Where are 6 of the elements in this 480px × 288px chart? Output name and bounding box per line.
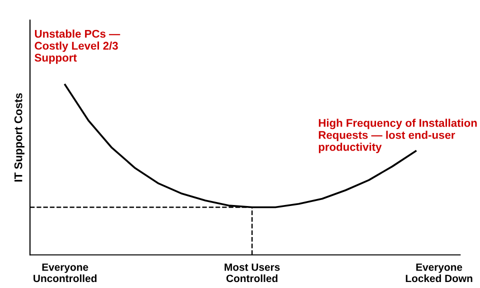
text: Unstable PCs — Costly Level 2/3 Support [34,30,120,64]
annotation: High Frequency of Installation Requests — lost end-user productivity [318,118,477,154]
y-axis-title: IT Support Costs [14,93,24,182]
x-tick-label: Everyone Uncontrolled [34,264,96,282]
x-tick-label: Most Users Controlled [224,264,280,282]
x-tick-label: Everyone Locked Down [406,264,472,282]
